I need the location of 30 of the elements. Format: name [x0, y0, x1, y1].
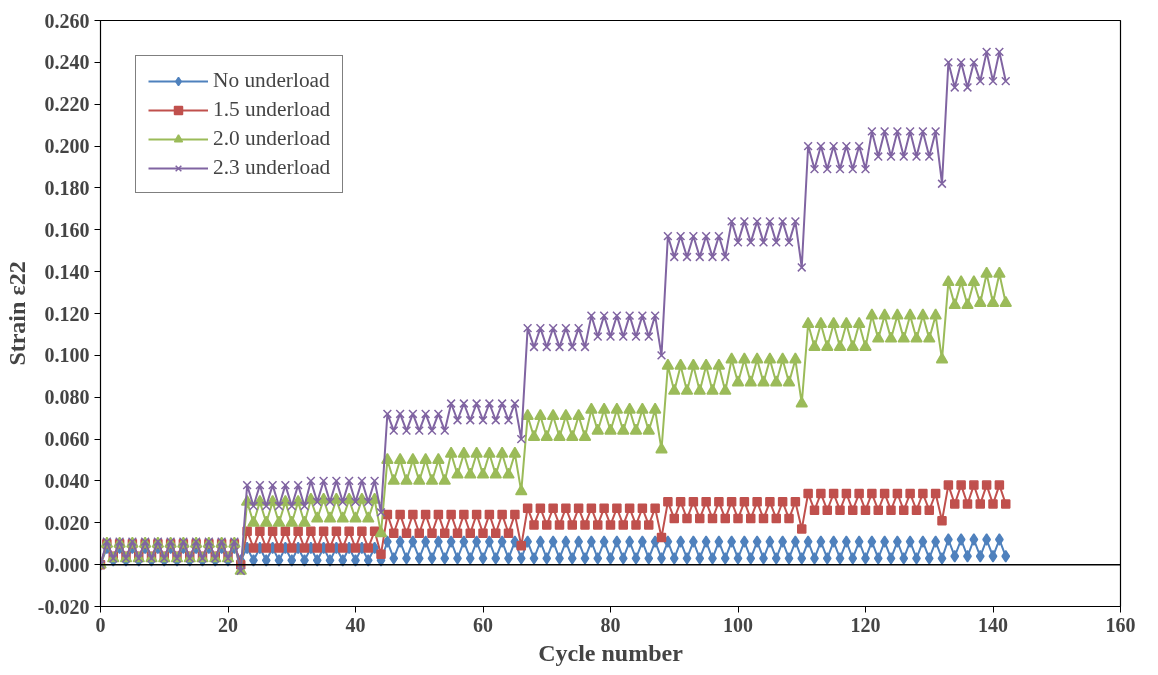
x-axis-title: Cycle number	[538, 639, 684, 666]
y-tick-label: 0.040	[44, 469, 90, 492]
y-tick-label: 0.200	[44, 135, 90, 158]
y-tick-label: 0.100	[44, 344, 90, 367]
x-tick-label: 0	[95, 613, 106, 636]
y-tick-label: 0.120	[44, 302, 90, 325]
y-tick-label: 0.220	[44, 93, 90, 116]
y-tick-label: 0.160	[44, 218, 90, 241]
y-tick-label: -0.020	[37, 595, 90, 618]
legend-label: 2.0 underload	[213, 126, 331, 151]
y-tick-label: 0.240	[44, 51, 90, 74]
y-axis-title: Strain ε22	[3, 261, 30, 366]
y-tick-label: 0.260	[44, 9, 90, 32]
y-tick-label: 0.000	[44, 553, 90, 576]
x-tick-label: 140	[978, 613, 1008, 636]
x-tick-label: 20	[218, 613, 238, 636]
x-tick-label: 80	[600, 613, 621, 636]
y-tick-label: 0.080	[44, 386, 90, 409]
y-tick-label: 0.060	[44, 428, 90, 451]
x-tick-label: 60	[473, 613, 493, 636]
x-tick-label: 160	[1105, 613, 1136, 636]
y-tick-label: 0.180	[44, 176, 90, 199]
x-tick-label: 100	[723, 613, 753, 636]
y-tick-label: 0.140	[44, 260, 90, 283]
x-tick-label: 40	[345, 613, 366, 636]
legend-label: 1.5 underload	[213, 97, 331, 122]
x-tick-label: 120	[850, 613, 881, 636]
legend-label: 2.3 underload	[213, 155, 331, 180]
legend-label: No underload	[213, 68, 330, 93]
y-tick-label: 0.020	[44, 511, 90, 534]
